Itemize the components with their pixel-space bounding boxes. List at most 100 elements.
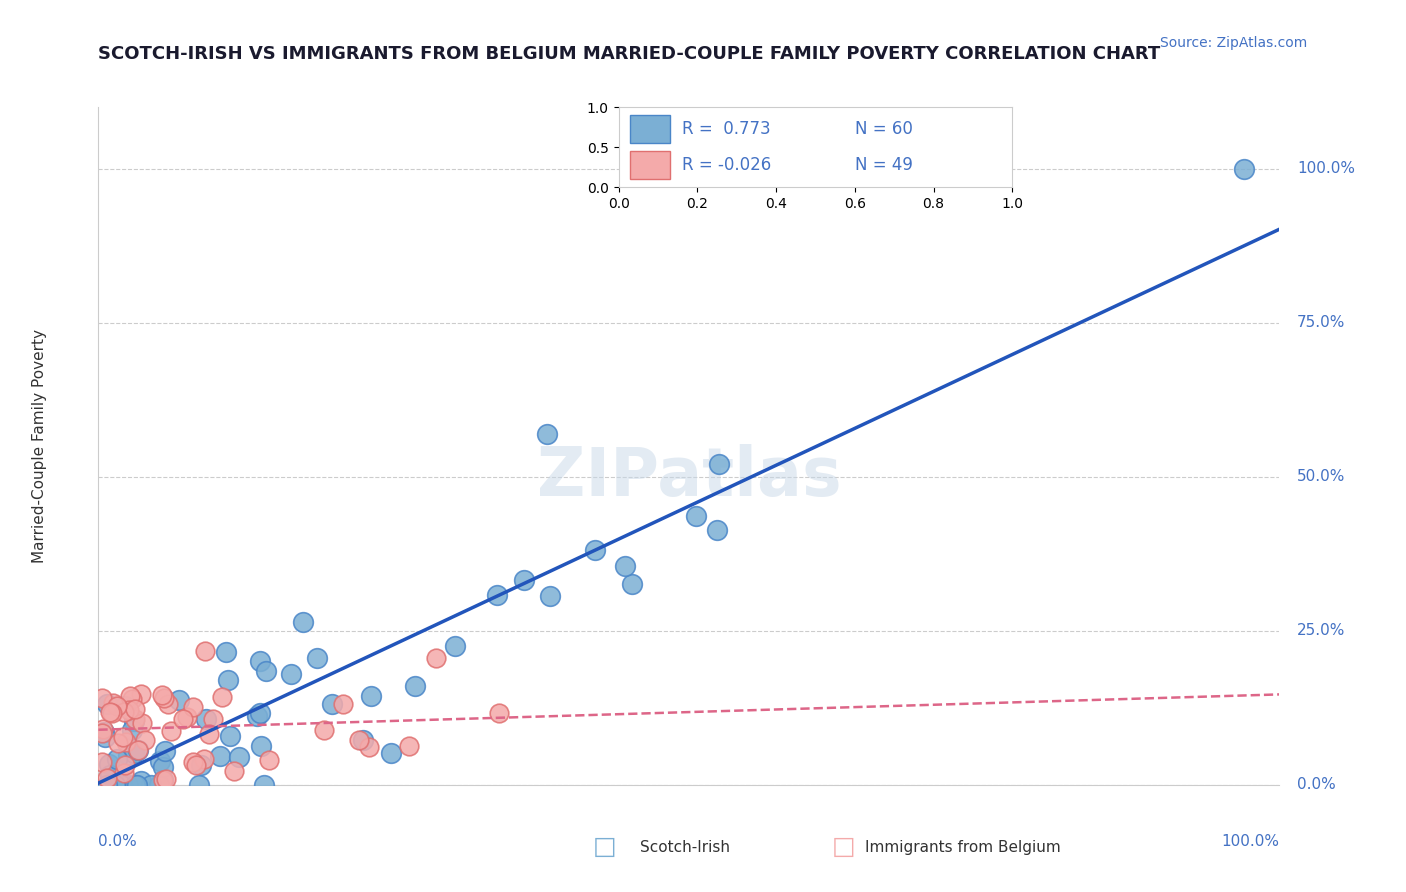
Point — [219, 729, 242, 743]
Point — [486, 588, 509, 602]
Point — [120, 689, 142, 703]
Point — [98, 768, 121, 782]
Point — [124, 778, 146, 792]
Point — [122, 746, 145, 760]
Point — [112, 705, 135, 719]
Point — [93, 730, 115, 744]
Point — [181, 699, 204, 714]
Point — [152, 773, 174, 788]
Point — [152, 760, 174, 774]
Point — [249, 654, 271, 668]
Text: 75.0%: 75.0% — [1298, 315, 1346, 330]
Point — [195, 712, 218, 726]
Point — [91, 725, 114, 739]
Point — [112, 766, 135, 780]
Text: ZIPatlas: ZIPatlas — [537, 444, 841, 510]
Point — [107, 736, 129, 750]
Point — [167, 692, 190, 706]
Point — [249, 706, 271, 720]
Point — [104, 778, 127, 792]
Point — [685, 508, 707, 523]
Point — [250, 739, 273, 753]
Point — [176, 709, 198, 723]
Point — [190, 758, 212, 772]
Text: R =  0.773: R = 0.773 — [682, 120, 770, 137]
Point — [202, 713, 225, 727]
Point — [614, 559, 637, 574]
Point — [193, 752, 215, 766]
Text: Source: ZipAtlas.com: Source: ZipAtlas.com — [1160, 36, 1308, 50]
Point — [194, 644, 217, 658]
Point — [380, 746, 402, 760]
Text: N = 49: N = 49 — [855, 156, 912, 174]
Point — [156, 697, 179, 711]
Point — [93, 722, 115, 736]
Point — [305, 651, 328, 665]
Point — [110, 778, 132, 792]
Point — [124, 712, 146, 726]
Text: 0.0%: 0.0% — [98, 834, 138, 849]
Point — [404, 679, 426, 693]
Point — [706, 523, 728, 537]
Point — [149, 755, 172, 769]
Point — [357, 739, 380, 754]
Point — [215, 645, 238, 659]
Point — [425, 650, 447, 665]
Bar — [630, 151, 669, 179]
Point — [103, 696, 125, 710]
Point — [222, 764, 245, 778]
Point — [360, 689, 382, 703]
Point — [321, 697, 343, 711]
Point — [114, 735, 136, 749]
Point — [536, 426, 558, 441]
Point — [314, 723, 336, 738]
Point — [124, 701, 146, 715]
Text: N = 60: N = 60 — [855, 120, 912, 137]
Point — [707, 457, 730, 471]
Point — [98, 705, 121, 719]
Text: Scotch-Irish: Scotch-Irish — [640, 840, 730, 855]
Point — [153, 691, 176, 706]
Text: □: □ — [593, 836, 616, 859]
Point — [98, 757, 121, 772]
Point — [488, 706, 510, 721]
Text: 0.0%: 0.0% — [1298, 778, 1336, 792]
Text: Immigrants from Belgium: Immigrants from Belgium — [865, 840, 1060, 855]
Point — [96, 697, 118, 711]
Point — [443, 639, 465, 653]
Point — [91, 691, 114, 706]
Text: SCOTCH-IRISH VS IMMIGRANTS FROM BELGIUM MARRIED-COUPLE FAMILY POVERTY CORRELATIO: SCOTCH-IRISH VS IMMIGRANTS FROM BELGIUM … — [98, 45, 1161, 62]
Point — [280, 667, 302, 681]
Point — [105, 698, 128, 713]
Point — [93, 724, 115, 739]
Text: 100.0%: 100.0% — [1298, 161, 1355, 176]
Point — [96, 778, 118, 792]
Point — [332, 697, 354, 711]
Point — [125, 778, 148, 792]
Point — [181, 756, 204, 770]
Point — [124, 714, 146, 728]
Point — [583, 543, 606, 558]
Point — [198, 727, 221, 741]
Point — [153, 744, 176, 758]
Point — [186, 758, 208, 772]
Text: 25.0%: 25.0% — [1298, 624, 1346, 639]
Point — [152, 773, 174, 788]
Point — [257, 752, 280, 766]
Point — [208, 749, 231, 764]
Point — [620, 577, 643, 591]
Point — [155, 772, 177, 786]
Point — [121, 692, 143, 706]
Point — [96, 771, 118, 785]
Point — [127, 742, 149, 756]
Point — [538, 589, 561, 603]
Point — [398, 739, 420, 753]
Point — [127, 742, 149, 756]
Point — [172, 712, 194, 726]
Point — [254, 664, 277, 678]
Point — [117, 747, 139, 762]
Point — [228, 750, 250, 764]
Point — [141, 778, 163, 792]
Text: 100.0%: 100.0% — [1222, 834, 1279, 849]
Point — [91, 756, 114, 770]
